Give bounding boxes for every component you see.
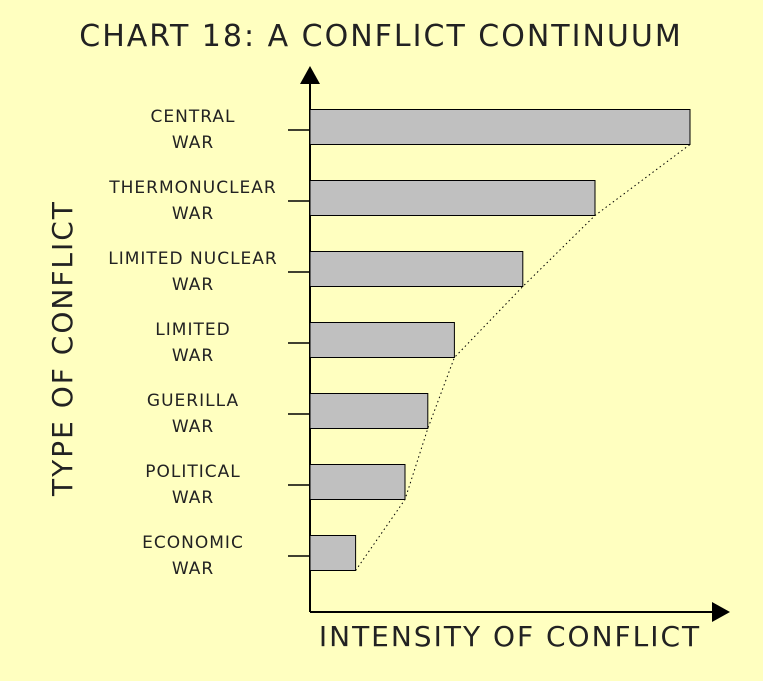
bar <box>309 464 406 500</box>
category-label: POLITICAL <box>145 462 241 482</box>
category-label: WAR <box>172 559 214 579</box>
category-label: WAR <box>172 488 214 508</box>
category-label: WAR <box>172 275 214 295</box>
bar <box>309 251 524 287</box>
bar <box>309 535 357 571</box>
category-label: LIMITED <box>155 320 230 340</box>
category-label: WAR <box>172 346 214 366</box>
bar <box>309 322 455 358</box>
y-axis-label: TYPE OF CONFLICT <box>46 200 79 497</box>
category-label: LIMITED NUCLEAR <box>108 249 277 269</box>
category-label: ECONOMIC <box>142 533 244 553</box>
chart-title: CHART 18: A CONFLICT CONTINUUM <box>79 19 682 54</box>
bar <box>309 180 596 216</box>
y-axis-arrowhead <box>300 66 320 84</box>
category-label: THERMONUCLEAR <box>108 178 276 198</box>
category-label: WAR <box>172 133 214 153</box>
bar <box>309 393 429 429</box>
x-axis-label: INTENSITY OF CONFLICT <box>319 620 701 653</box>
category-label: WAR <box>172 417 214 437</box>
category-label: CENTRAL <box>151 107 236 127</box>
bar <box>309 109 691 145</box>
category-label: GUERILLA <box>147 391 239 411</box>
category-label: WAR <box>172 204 214 224</box>
x-axis-arrowhead <box>712 602 730 622</box>
